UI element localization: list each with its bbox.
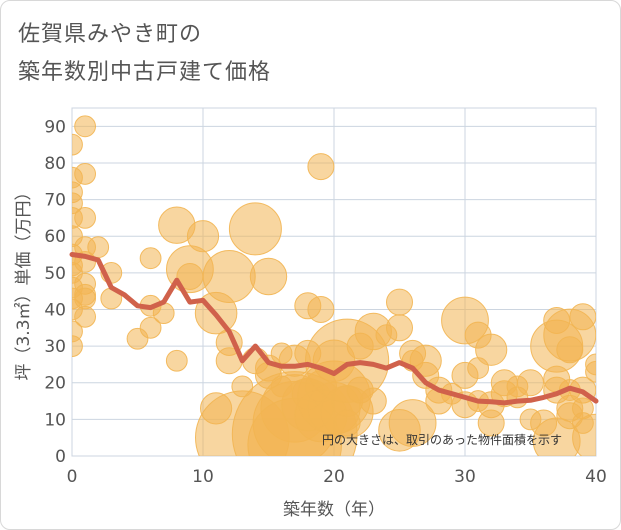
data-point (475, 333, 508, 366)
data-point (572, 413, 596, 456)
x-tick-label: 10 (192, 467, 214, 487)
data-point (231, 375, 254, 398)
data-point (74, 115, 96, 138)
data-point (72, 133, 83, 156)
y-tick-label: 20 (44, 374, 66, 394)
data-point (139, 247, 162, 270)
data-point (228, 202, 282, 256)
data-point (72, 335, 83, 358)
x-axis-label: 築年数（年） (283, 500, 385, 520)
axis-ticks: 0 10 20 30 40 50 60 70 80 90 0 10 20 30 40 (44, 117, 606, 487)
chart-title-line2: 築年数別中古戸建て価格 (18, 60, 272, 85)
data-point (74, 305, 96, 328)
size-annotation: 円の大きさは、取引のあった物件面積を示す (322, 432, 562, 447)
y-tick-label: 50 (44, 264, 66, 284)
data-point (386, 314, 413, 342)
y-tick-label: 80 (44, 154, 66, 174)
y-tick-label: 90 (44, 117, 66, 137)
data-point (202, 250, 256, 304)
data-point (307, 153, 335, 181)
data-point (585, 360, 596, 383)
data-point (333, 409, 361, 437)
data-point (165, 349, 188, 372)
y-tick-label: 10 (44, 410, 66, 430)
average-price-line (69, 252, 599, 406)
x-tick-label: 40 (585, 467, 607, 487)
data-point (477, 409, 505, 437)
data-point (74, 206, 96, 229)
x-tick-label: 0 (67, 467, 78, 487)
data-point (87, 236, 110, 259)
data-point (388, 399, 437, 447)
data-point (359, 387, 387, 415)
data-point (517, 369, 544, 397)
data-point (386, 288, 413, 316)
y-tick-label: 0 (55, 447, 66, 467)
data-point (569, 303, 596, 331)
data-point (556, 336, 584, 364)
y-tick-label: 40 (44, 300, 66, 320)
chart-title-line1: 佐賀県みやき町の (18, 22, 203, 47)
data-point (74, 287, 96, 310)
data-point (74, 163, 96, 185)
x-tick-label: 30 (454, 467, 476, 487)
x-tick-label: 20 (323, 467, 345, 487)
data-point (307, 295, 335, 323)
data-point (249, 257, 288, 296)
y-tick-label: 70 (44, 191, 66, 211)
y-tick-label: 30 (44, 337, 66, 357)
y-tick-label: 60 (44, 227, 66, 247)
y-axis-label: 坪（3.3㎡）単価（万円） (14, 183, 34, 380)
data-point (186, 220, 220, 253)
data-point (139, 316, 162, 339)
